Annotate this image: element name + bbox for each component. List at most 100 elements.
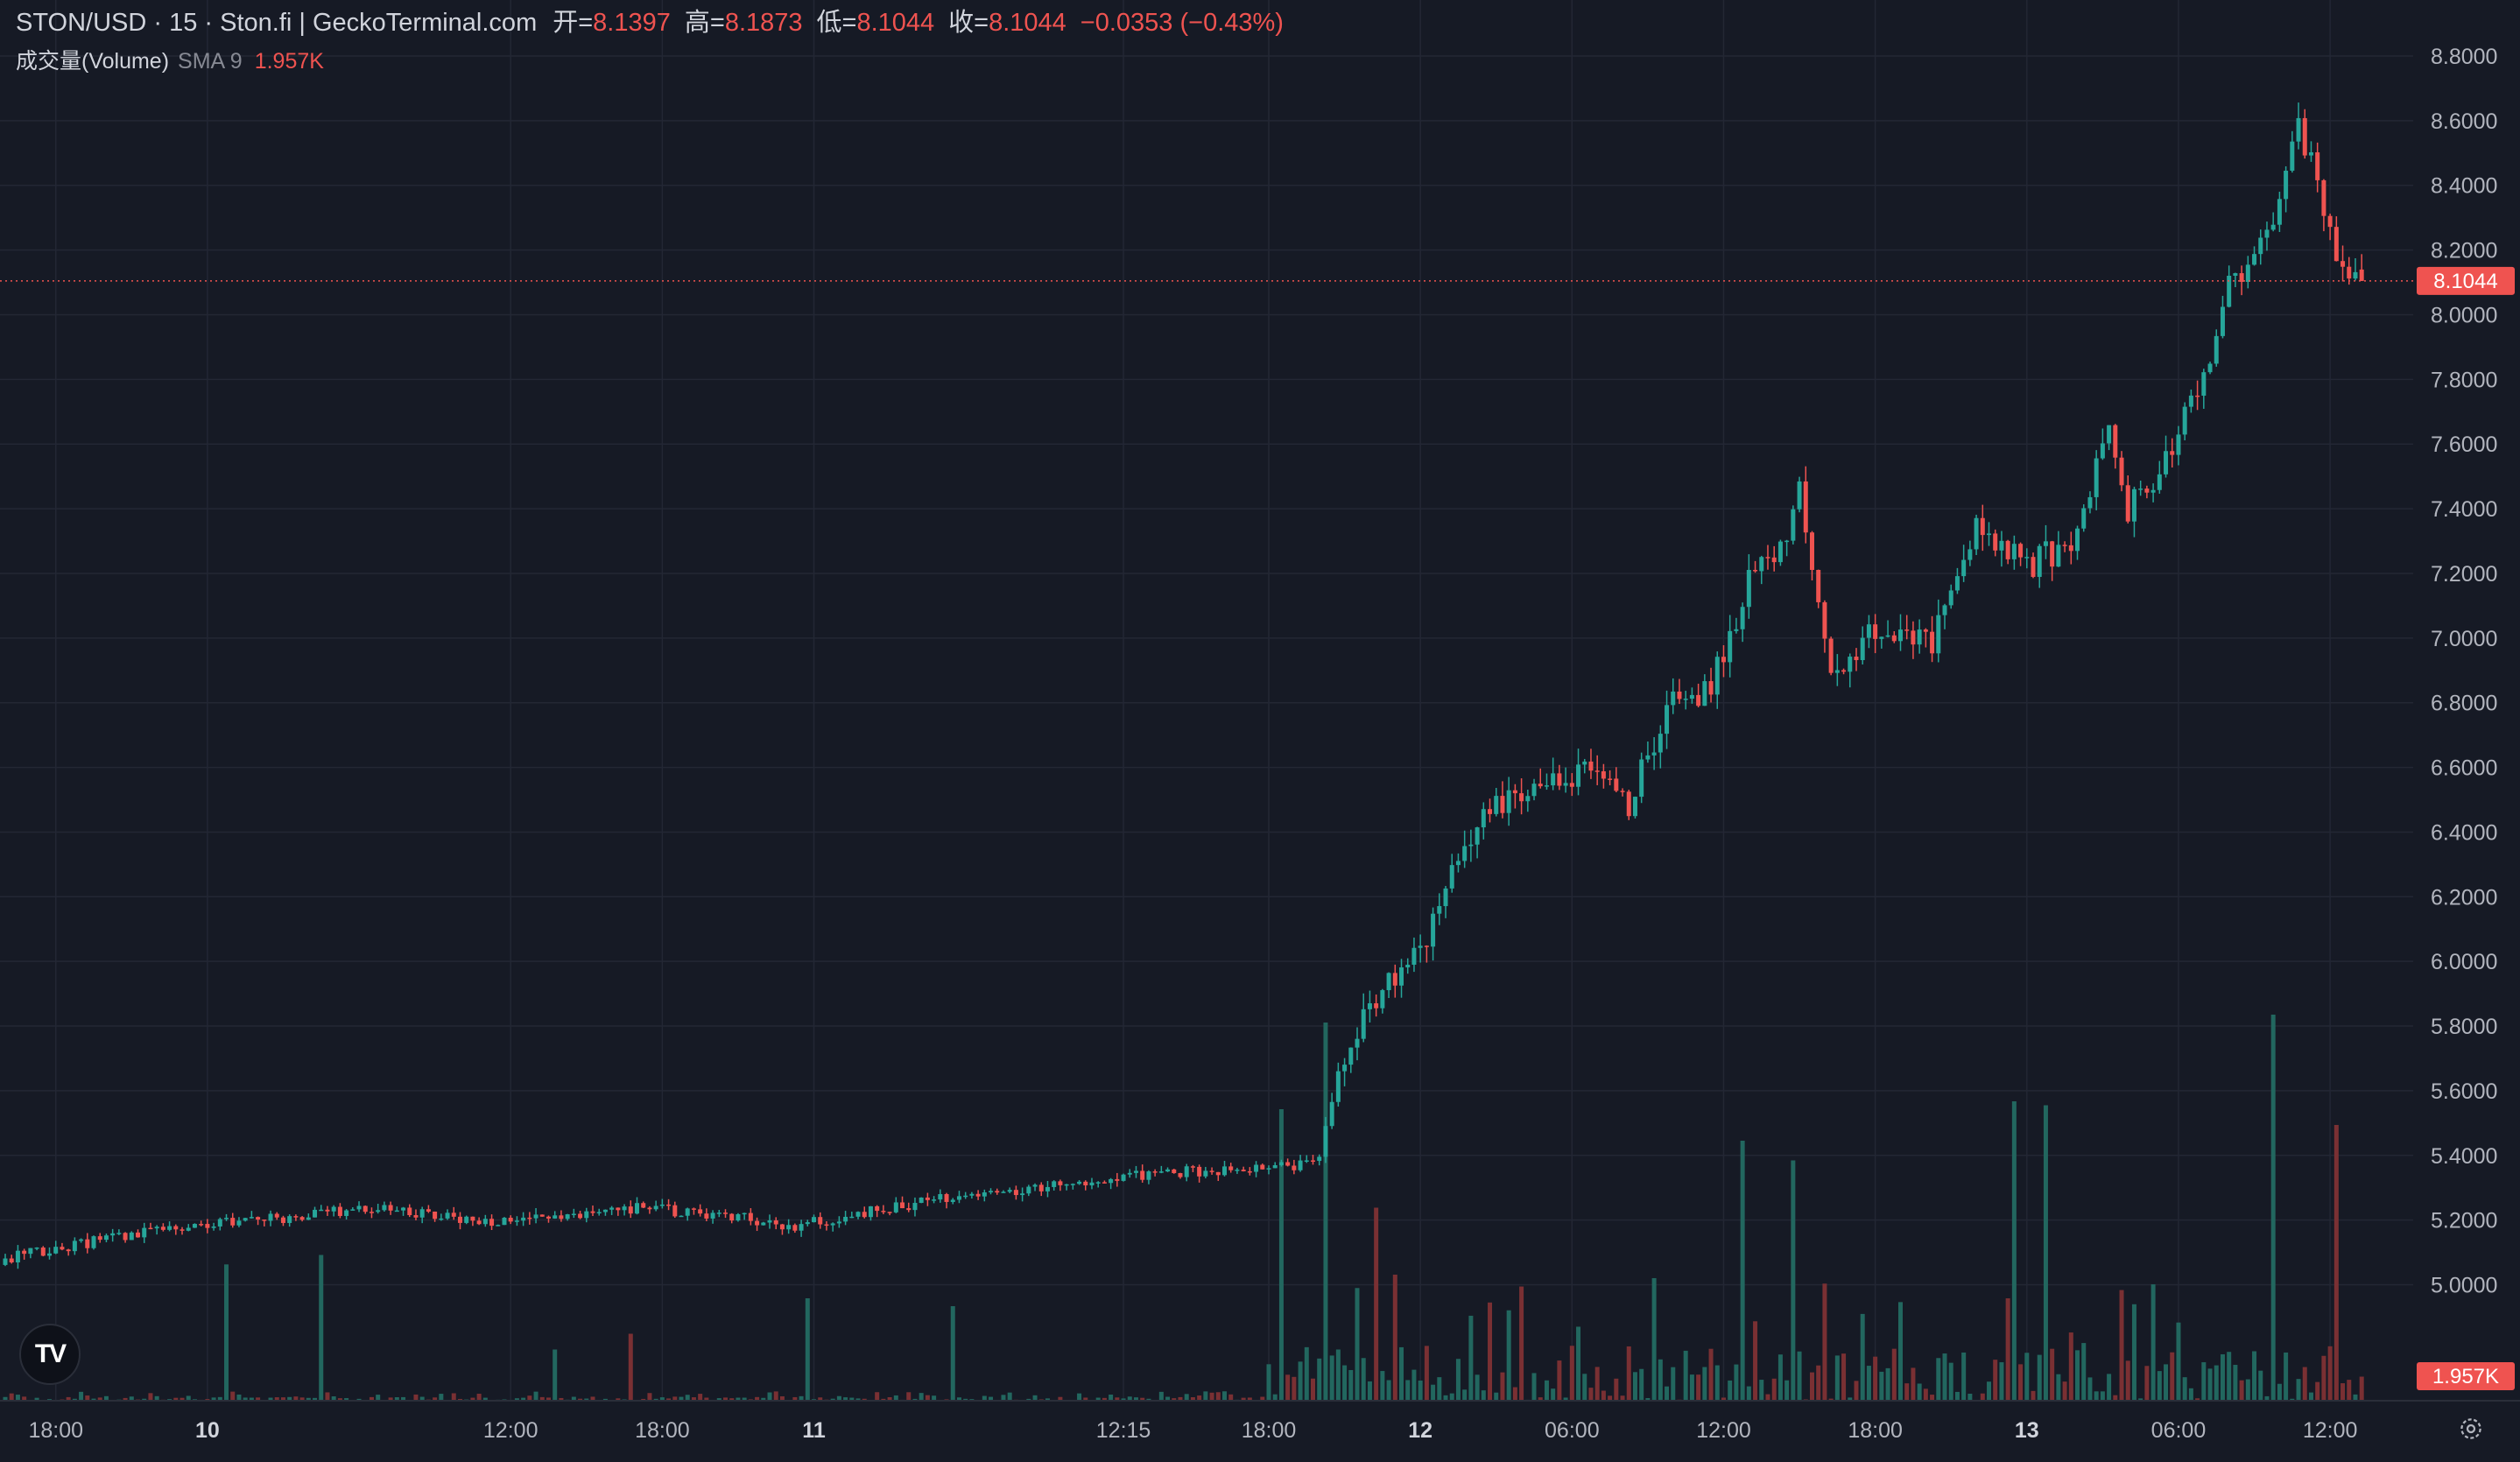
volume-bar	[230, 1391, 236, 1401]
volume-bar	[855, 1398, 861, 1401]
candle-body	[79, 1239, 84, 1241]
candle	[672, 1201, 678, 1219]
candle	[2327, 214, 2333, 241]
candle	[1399, 959, 1404, 998]
candle	[1329, 1093, 1334, 1129]
volume-bar	[818, 1397, 823, 1401]
volume-bar	[2068, 1332, 2073, 1401]
volume-bar	[691, 1397, 696, 1401]
candle-body	[287, 1216, 292, 1223]
candle	[1557, 764, 1562, 791]
candle	[160, 1223, 165, 1232]
candle	[47, 1247, 53, 1260]
candle	[2207, 361, 2213, 375]
candle-body	[1077, 1181, 1082, 1184]
candle	[1980, 504, 1985, 552]
candle	[1241, 1166, 1246, 1172]
volume-bar	[2075, 1350, 2080, 1401]
candle-body	[925, 1197, 930, 1200]
volume-bar	[514, 1398, 519, 1401]
candle	[1455, 853, 1461, 873]
volume-bar	[1449, 1393, 1454, 1401]
volume-bar	[2270, 1015, 2276, 1401]
volume-bar	[716, 1398, 722, 1401]
candle-body	[1746, 570, 1751, 608]
candle	[2270, 212, 2276, 232]
candle-body	[34, 1248, 39, 1249]
candle	[1133, 1165, 1138, 1178]
candle-body	[1759, 557, 1764, 572]
candle-body	[602, 1209, 608, 1212]
settings-button[interactable]	[2453, 1411, 2488, 1446]
volume-legend[interactable]: 成交量(Volume) SMA 9 1.957K	[16, 44, 324, 75]
candle-body	[1974, 517, 1979, 550]
candle-body	[2296, 117, 2301, 142]
candle	[1848, 653, 1853, 688]
candle-body	[2284, 170, 2289, 200]
symbol-title[interactable]: STON/USD · 15 · Ston.fi | GeckoTerminal.…	[16, 9, 538, 37]
candle-body	[906, 1208, 912, 1211]
volume-bar	[476, 1394, 482, 1401]
candle-body	[224, 1218, 229, 1220]
time-tick-label: 12:00	[1696, 1418, 1751, 1443]
volume-bar	[1885, 1367, 1890, 1401]
candle	[2150, 483, 2156, 503]
candle-body	[1626, 791, 1631, 817]
candle-body	[533, 1214, 538, 1219]
candle-body	[1241, 1170, 1246, 1171]
tradingview-logo-icon[interactable]: TV	[19, 1324, 81, 1385]
volume-bar	[1355, 1288, 1360, 1401]
candle-body	[685, 1208, 690, 1216]
candle-body	[376, 1210, 381, 1212]
volume-bar	[1001, 1395, 1006, 1401]
candle-body	[590, 1211, 595, 1213]
candle-body	[1683, 699, 1688, 700]
candle-body	[679, 1215, 684, 1218]
volume-bar	[1095, 1397, 1101, 1401]
volume-bar	[280, 1397, 285, 1401]
candle	[1873, 614, 1878, 654]
candle-body	[22, 1250, 27, 1255]
volume-bar	[982, 1395, 987, 1401]
candle	[1809, 531, 1814, 581]
candle	[2062, 541, 2067, 552]
candle	[1765, 545, 1770, 570]
candle	[1152, 1169, 1158, 1177]
volume-bar	[419, 1396, 425, 1401]
volume-bar	[268, 1397, 273, 1401]
volume-bar	[527, 1395, 532, 1401]
volume-bar	[1172, 1398, 1177, 1401]
candle-body	[211, 1226, 216, 1228]
candle-body	[862, 1212, 867, 1218]
candle	[1292, 1159, 1297, 1175]
time-tick-label: 06:00	[2151, 1418, 2207, 1443]
volume-bar	[950, 1306, 955, 1401]
candle-body	[2150, 489, 2156, 493]
candle-body	[647, 1207, 652, 1210]
volume-bar	[1721, 1397, 1726, 1401]
volume-bar	[571, 1396, 576, 1401]
volume-bar	[1475, 1374, 1480, 1401]
volume-bar	[1140, 1397, 1145, 1401]
candle-body	[1032, 1184, 1038, 1187]
candle	[1431, 907, 1436, 961]
candle-body	[1209, 1170, 1214, 1172]
candle-body	[2011, 544, 2017, 559]
volume-bar	[602, 1398, 608, 1401]
candle	[969, 1191, 975, 1199]
volume-bar	[2245, 1379, 2250, 1401]
candle-body	[2321, 179, 2326, 216]
candle	[1544, 773, 1549, 791]
volume-bar	[1285, 1374, 1291, 1401]
candle	[1437, 893, 1442, 925]
candle-body	[1696, 694, 1701, 706]
volume-bar	[1221, 1391, 1227, 1401]
volume-bar	[2176, 1322, 2181, 1401]
candle-body	[1930, 631, 1935, 654]
candle-body	[521, 1217, 526, 1221]
volume-bar	[1197, 1395, 1202, 1401]
volume-bar	[1311, 1378, 1316, 1401]
volume-bar	[2062, 1381, 2067, 1401]
volume-bar	[1714, 1365, 1720, 1401]
